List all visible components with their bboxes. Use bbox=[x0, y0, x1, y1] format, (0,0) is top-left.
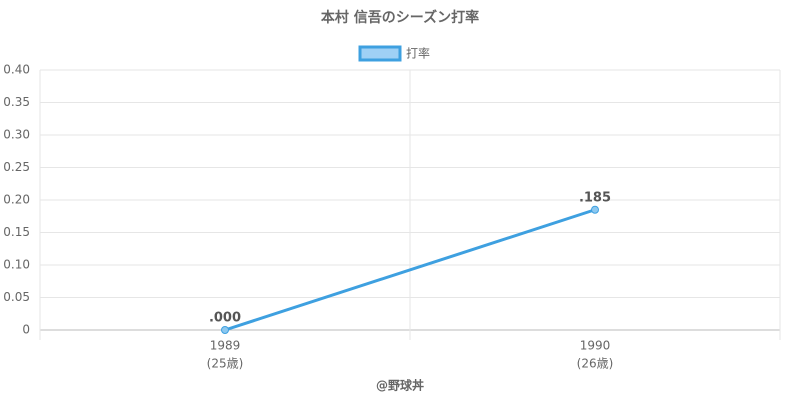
point bbox=[591, 205, 599, 214]
y-tick-label: 0.20 bbox=[3, 193, 30, 207]
y-tick-label: 0.40 bbox=[3, 63, 30, 77]
legend-label: 打率 bbox=[406, 46, 430, 61]
value-label: .000 bbox=[209, 311, 241, 326]
y-tick-label: 0.05 bbox=[3, 290, 30, 304]
value-label: .185 bbox=[579, 190, 611, 205]
line bbox=[224, 208, 596, 332]
y-tick-label: 0.25 bbox=[3, 160, 30, 174]
chart-title: 本村 信吾のシーズン打率 bbox=[321, 9, 479, 26]
y-tick-label: 0.35 bbox=[3, 95, 30, 109]
x-tick-label: 1989 bbox=[210, 339, 241, 353]
x-tick-sublabel: (25歳) bbox=[207, 357, 244, 371]
y-tick-label: 0.15 bbox=[3, 225, 30, 239]
y-tick-label: 0 bbox=[22, 323, 30, 337]
y-tick-label: 0.30 bbox=[3, 128, 30, 142]
point bbox=[221, 326, 229, 334]
x-tick-label: 1990 bbox=[580, 339, 611, 353]
legend-swatch bbox=[358, 45, 402, 62]
x-tick-sublabel: (26歳) bbox=[577, 357, 614, 371]
footer: @野球丼 bbox=[376, 378, 424, 393]
y-tick-label: 0.10 bbox=[3, 258, 30, 272]
